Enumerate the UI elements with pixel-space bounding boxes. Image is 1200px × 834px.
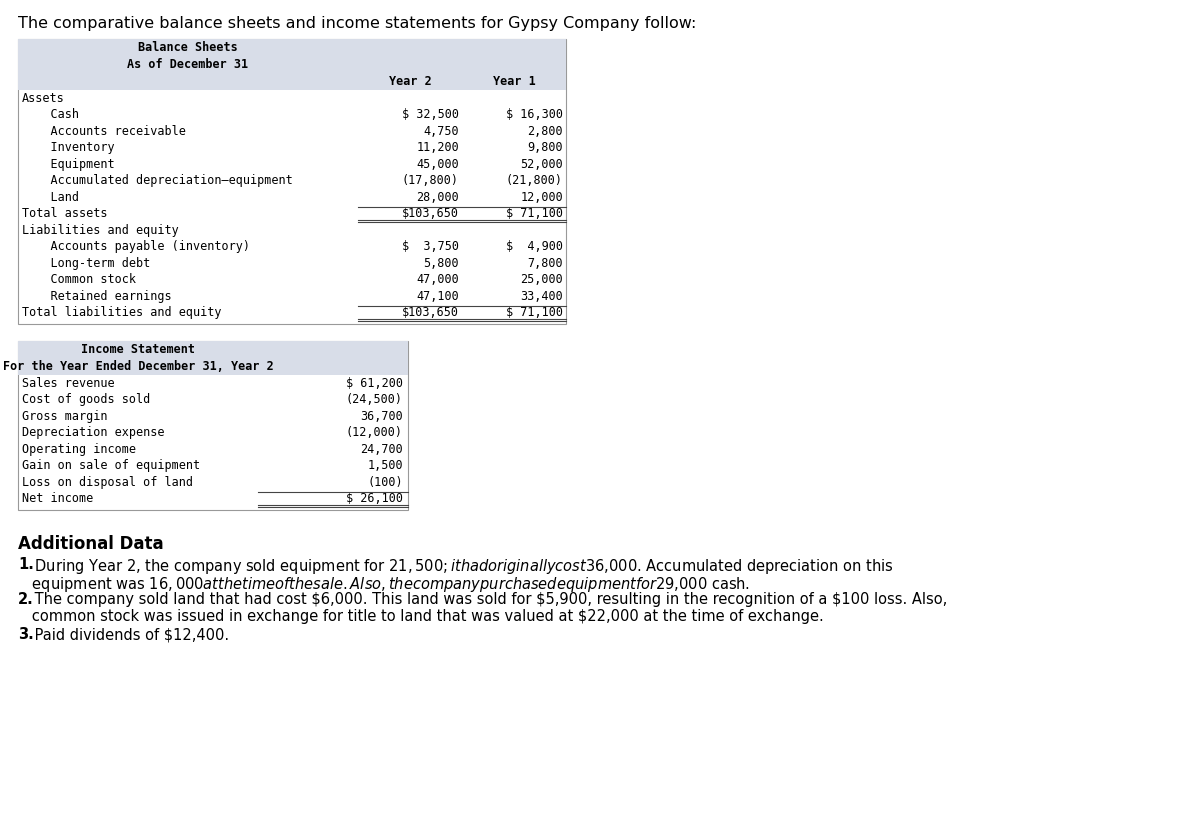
Text: Gross margin: Gross margin	[22, 409, 108, 423]
Text: Cost of goods sold: Cost of goods sold	[22, 394, 150, 406]
Text: $ 71,100: $ 71,100	[506, 306, 563, 319]
Text: Inventory: Inventory	[22, 141, 115, 154]
Text: Accounts payable (inventory): Accounts payable (inventory)	[22, 240, 250, 254]
Text: Retained earnings: Retained earnings	[22, 289, 172, 303]
Text: Total liabilities and equity: Total liabilities and equity	[22, 306, 222, 319]
Text: Long-term debt: Long-term debt	[22, 257, 150, 269]
Text: Sales revenue: Sales revenue	[22, 377, 115, 389]
Text: For the Year Ended December 31, Year 2: For the Year Ended December 31, Year 2	[2, 360, 274, 373]
Text: (12,000): (12,000)	[346, 426, 403, 440]
Text: $ 26,100: $ 26,100	[346, 492, 403, 505]
Text: The comparative balance sheets and income statements for Gypsy Company follow:: The comparative balance sheets and incom…	[18, 16, 696, 31]
Text: $ 32,500: $ 32,500	[402, 108, 458, 121]
Text: Cash: Cash	[22, 108, 79, 121]
Text: (17,800): (17,800)	[402, 174, 458, 188]
Text: 24,700: 24,700	[360, 443, 403, 455]
Text: Net income: Net income	[22, 492, 94, 505]
Bar	[18, 341, 408, 510]
Text: Income Statement: Income Statement	[82, 343, 194, 356]
Text: equipment was $16,000 at the time of the sale. Also, the company purchased equip: equipment was $16,000 at the time of the…	[18, 575, 750, 594]
Text: Common stock: Common stock	[22, 274, 136, 286]
Text: Depreciation expense: Depreciation expense	[22, 426, 164, 440]
Text: Year 2: Year 2	[389, 75, 431, 88]
Text: $ 61,200: $ 61,200	[346, 377, 403, 389]
Text: 2.: 2.	[18, 592, 34, 607]
Text: The company sold land that had cost $6,000. This land was sold for $5,900, resul: The company sold land that had cost $6,0…	[30, 592, 947, 607]
Text: $103,650: $103,650	[402, 306, 458, 319]
Text: 45,000: 45,000	[416, 158, 458, 171]
Text: Year 1: Year 1	[493, 75, 535, 88]
Text: $103,650: $103,650	[402, 208, 458, 220]
Text: 47,000: 47,000	[416, 274, 458, 286]
Text: Land: Land	[22, 191, 79, 203]
Text: Balance Sheets: Balance Sheets	[138, 41, 238, 54]
Text: 5,800: 5,800	[424, 257, 458, 269]
Bar	[18, 39, 566, 90]
Text: Total assets: Total assets	[22, 208, 108, 220]
Text: Paid dividends of $12,400.: Paid dividends of $12,400.	[30, 627, 229, 642]
Text: 7,800: 7,800	[527, 257, 563, 269]
Text: Equipment: Equipment	[22, 158, 115, 171]
Text: 11,200: 11,200	[416, 141, 458, 154]
Text: 12,000: 12,000	[521, 191, 563, 203]
Text: 2,800: 2,800	[527, 125, 563, 138]
Text: $ 71,100: $ 71,100	[506, 208, 563, 220]
Text: 3.: 3.	[18, 627, 34, 642]
Text: (100): (100)	[367, 475, 403, 489]
Text: Accumulated depreciation–equipment: Accumulated depreciation–equipment	[22, 174, 293, 188]
Text: common stock was issued in exchange for title to land that was valued at $22,000: common stock was issued in exchange for …	[18, 610, 823, 625]
Text: Loss on disposal of land: Loss on disposal of land	[22, 475, 193, 489]
Text: As of December 31: As of December 31	[127, 58, 248, 71]
Text: 47,100: 47,100	[416, 289, 458, 303]
Bar	[18, 341, 408, 375]
Text: $  3,750: $ 3,750	[402, 240, 458, 254]
Text: 28,000: 28,000	[416, 191, 458, 203]
Text: 25,000: 25,000	[521, 274, 563, 286]
Text: 1.: 1.	[18, 557, 34, 572]
Text: Operating income: Operating income	[22, 443, 136, 455]
Text: 1,500: 1,500	[367, 460, 403, 472]
Text: (24,500): (24,500)	[346, 394, 403, 406]
Text: Assets: Assets	[22, 92, 65, 105]
Text: 4,750: 4,750	[424, 125, 458, 138]
Text: 52,000: 52,000	[521, 158, 563, 171]
Text: 36,700: 36,700	[360, 409, 403, 423]
Text: 9,800: 9,800	[527, 141, 563, 154]
Text: Gain on sale of equipment: Gain on sale of equipment	[22, 460, 200, 472]
Text: $ 16,300: $ 16,300	[506, 108, 563, 121]
Bar	[18, 39, 566, 324]
Text: 33,400: 33,400	[521, 289, 563, 303]
Text: (21,800): (21,800)	[506, 174, 563, 188]
Text: $  4,900: $ 4,900	[506, 240, 563, 254]
Text: During Year 2, the company sold equipment for $21,500; it had originally cost $3: During Year 2, the company sold equipmen…	[30, 557, 894, 576]
Text: Liabilities and equity: Liabilities and equity	[22, 224, 179, 237]
Text: Accounts receivable: Accounts receivable	[22, 125, 186, 138]
Text: Additional Data: Additional Data	[18, 535, 163, 553]
